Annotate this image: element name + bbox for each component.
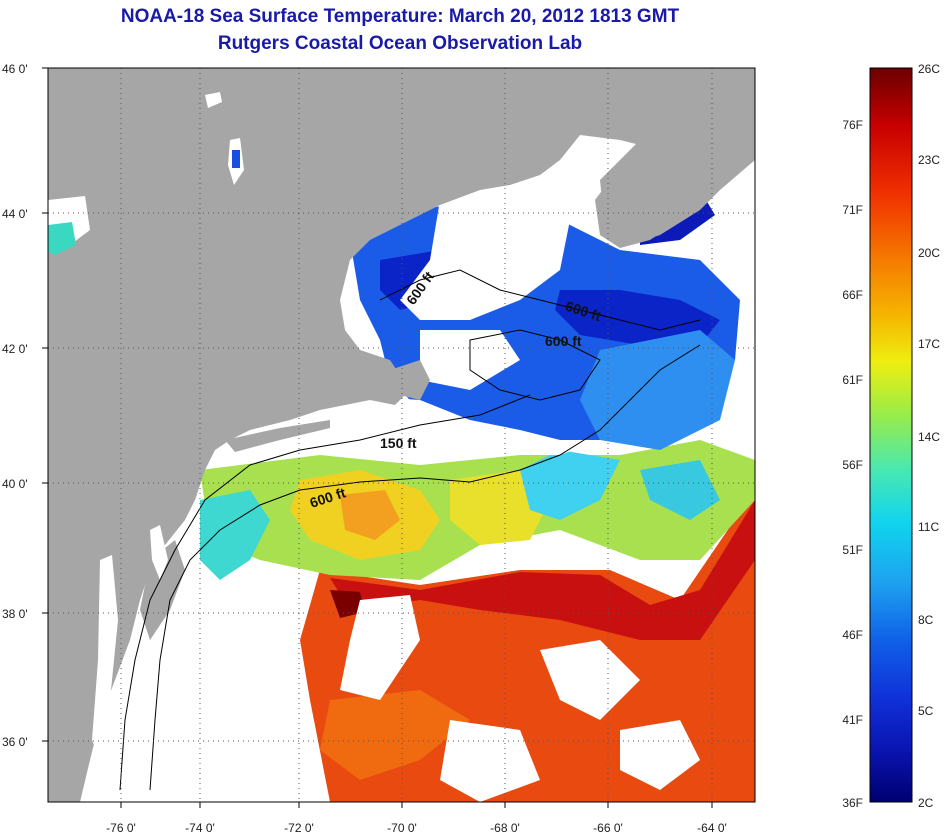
colorbar-f-label: 41F — [842, 713, 863, 727]
colorbar-c-label: 2C — [918, 796, 934, 810]
cloud-gap — [540, 640, 640, 720]
colorbar-f-label: 66F — [842, 288, 863, 302]
colorbar-f-label: 76F — [842, 118, 863, 132]
cloud-gap — [340, 595, 420, 700]
lon-tick-label: -76 0' — [106, 821, 136, 835]
colorbar-f-label: 56F — [842, 458, 863, 472]
lat-tick-label: 36 0' — [2, 735, 28, 749]
sst-warm-patch — [320, 690, 470, 780]
cloud-gap — [620, 720, 700, 790]
map-content — [48, 68, 755, 802]
inland-lake — [205, 92, 222, 108]
axis-ticks — [42, 67, 713, 808]
contour-label: 150 ft — [380, 435, 417, 451]
inland-cold-spot — [232, 150, 240, 168]
lon-tick-label: -70 0' — [387, 821, 417, 835]
land-nova-scotia — [600, 110, 755, 245]
land-mainland — [48, 68, 755, 802]
isobath-600ft — [149, 344, 701, 791]
lat-tick-label: 44 0' — [2, 207, 28, 221]
chesapeake-bay — [92, 555, 118, 760]
sst-hot-spot — [330, 590, 365, 618]
colorbar-f-label: 71F — [842, 203, 863, 217]
colorbar-c-label: 26C — [918, 62, 940, 76]
sst-gulfstream-core — [330, 500, 755, 640]
map-title: NOAA-18 Sea Surface Temperature: March 2… — [120, 6, 680, 27]
lon-tick-label: -66 0' — [593, 821, 623, 835]
sst-cyan-shelf — [520, 450, 620, 520]
colorbar-c-label: 5C — [918, 704, 934, 718]
sst-cyan-shelf — [200, 490, 270, 580]
lon-tick-label: -74 0' — [185, 821, 215, 835]
colorbar — [869, 67, 913, 803]
sst-orange-core — [340, 490, 400, 540]
lat-tick-label: 46 0' — [2, 62, 28, 76]
lon-tick-label: -64 0' — [697, 821, 727, 835]
colorbar-f-label: 61F — [842, 373, 863, 387]
colorbar-c-label: 20C — [918, 246, 940, 260]
lat-tick-label: 40 0' — [2, 477, 28, 491]
sst-cold-dark — [555, 290, 720, 345]
sst-light-blue — [580, 330, 735, 450]
colorbar-c-label: 14C — [918, 430, 940, 444]
cloud-gap — [300, 395, 600, 455]
contour-label: 600 ft — [545, 333, 582, 349]
colorbar-c-label: 17C — [918, 337, 940, 351]
map-subtitle: Rutgers Coastal Ocean Observation Lab — [217, 33, 583, 54]
colorbar-c-label: 23C — [918, 153, 940, 167]
lat-tick-label: 42 0' — [2, 342, 28, 356]
lake-warm-spot — [48, 222, 76, 255]
colorbar-c-label: 8C — [918, 613, 934, 627]
colorbar-f-label: 36F — [842, 796, 863, 810]
colorbar-f-label: 51F — [842, 543, 863, 557]
cloud-gap — [440, 720, 540, 802]
colorbar-c-label: 11C — [918, 520, 939, 534]
lon-tick-label: -68 0' — [490, 821, 520, 835]
sst-cyan-shelf — [640, 460, 720, 520]
land-cape-cod — [390, 360, 430, 400]
isobath-150ft — [119, 394, 531, 791]
delaware-bay — [150, 525, 168, 580]
colorbar-f-label: 46F — [842, 628, 863, 642]
land-delmarva — [140, 540, 185, 640]
cloud-gap — [400, 185, 570, 320]
lon-tick-label: -72 0' — [284, 821, 314, 835]
lat-tick-label: 38 0' — [2, 607, 28, 621]
isobath-gulf-maine — [379, 269, 701, 331]
land-long-island — [225, 420, 330, 452]
isobath-georges — [469, 329, 601, 401]
